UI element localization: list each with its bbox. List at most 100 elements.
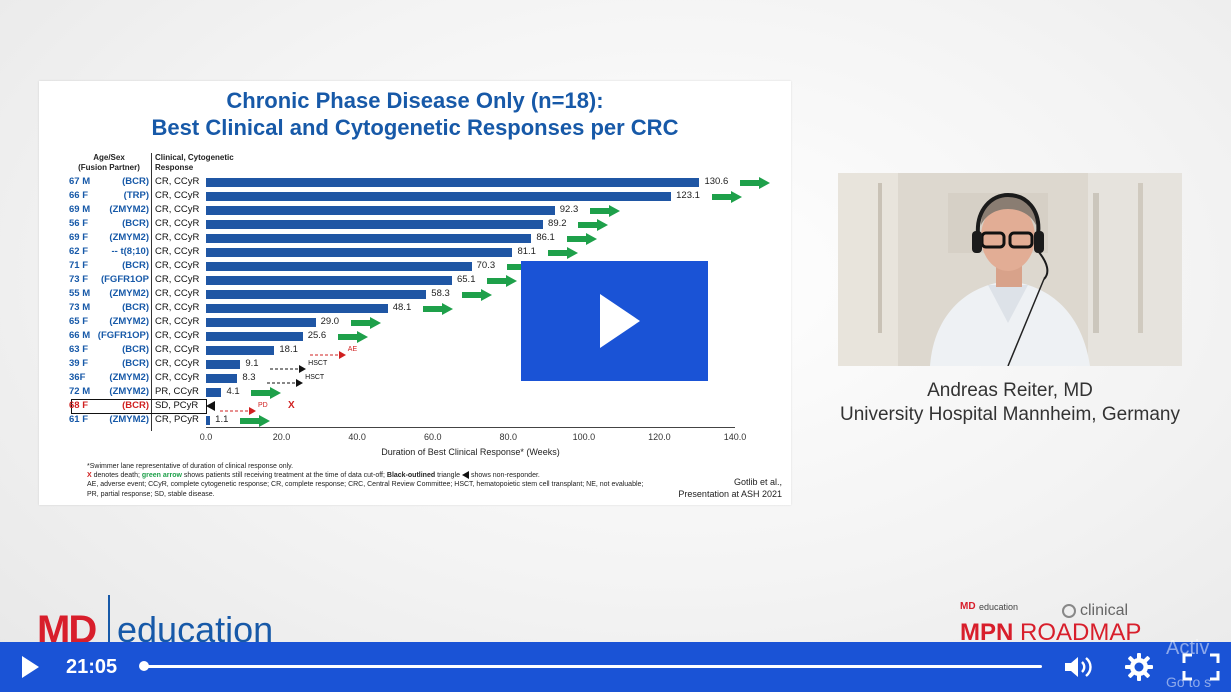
ongoing-treatment-arrow-icon [251,386,282,399]
duration-bar [206,360,241,369]
duration-bar [206,248,513,257]
duration-value: 89.2 [548,218,567,229]
patient-label: 72 M (ZMYM2) [69,385,151,399]
patient-age-sex: 73 M [69,302,91,313]
progress-bar[interactable] [142,665,1042,668]
logo-divider [108,595,110,647]
discontinuation-arrow-icon [220,402,256,415]
patient-label: 62 F -- t(8;10) [69,245,151,259]
duration-value: 123.1 [676,190,700,201]
patient-fusion-partner: (FGFR1OP [100,274,149,285]
duration-value: 1.1 [215,414,229,425]
response-label: CR, CCyR [155,288,200,299]
col2-header: Clinical, Cytogenetic Response [155,153,255,173]
duration-value: 70.3 [476,260,496,271]
duration-bar [206,234,532,243]
x-tick-label: 100.0 [572,432,596,442]
response-label: CR, CCyR [155,260,200,271]
col2-header-line1: Clinical, Cytogenetic [155,153,234,162]
volume-button[interactable] [1063,654,1097,680]
patient-age-sex: 65 F [69,316,89,327]
response-label: CR, CCyR [155,190,200,201]
response-label: CR, CCyR [155,232,200,243]
duration-value: 92.3 [559,204,579,215]
patient-label: 65 F (ZMYM2) [69,315,151,329]
duration-value: 65.1 [456,274,476,285]
duration-value: 81.1 [517,246,536,257]
patient-label: 73 F (FGFR1OP [69,273,151,287]
footnote-3: AE, adverse event; CCyR, complete cytoge… [87,481,644,489]
patient-fusion-partner: (ZMYM2) [109,232,149,243]
mpn-text: MPN [960,619,1014,646]
x-axis-label: Duration of Best Clinical Response* (Wee… [381,447,560,457]
speaker-caption: Andreas Reiter, MD University Hospital M… [820,379,1200,427]
x-tick-label: 80.0 [499,432,518,442]
patient-age-sex: 73 F [69,274,89,285]
discontinuation-reason: PD [258,402,268,409]
play-icon [600,294,640,348]
patient-label: 61 F (ZMYM2) [69,413,151,427]
response-label: CR, CCyR [155,358,200,369]
fullscreen-button[interactable] [1182,653,1220,681]
progress-scrubber[interactable] [138,661,149,671]
mpn-md-text: MD [960,601,976,612]
md-education-logo: MD education [37,595,297,651]
duration-value: 48.1 [392,302,412,313]
patient-age-sex: 61 F [69,414,89,425]
x-tick-label: 20.0 [272,432,291,442]
patient-fusion-partner: (BCR) [122,302,149,313]
patient-label: 73 M (BCR) [69,301,151,315]
duration-bar [206,416,211,425]
patient-fusion-partner: (ZMYM2) [109,316,149,327]
patient-fusion-partner: (BCR) [122,260,149,271]
footnote-2-green: green arrow [141,472,182,480]
response-label: CR, CCyR [155,204,200,215]
response-label: CR, PCyR [155,414,199,425]
slide-title-line1: Chronic Phase Disease Only (n=18): [226,88,604,113]
patient-fusion-partner: (BCR) [122,344,149,355]
response-label: CR, CCyR [155,330,200,341]
big-play-button[interactable] [521,261,708,381]
mpn-roadmap-logo: MD education clinical MPN ROADMAP 2021 [960,601,1200,671]
response-label: CR, CCyR [155,302,200,313]
speaker-video [838,173,1182,366]
duration-value: 130.6 [704,176,729,187]
ongoing-treatment-arrow-icon [350,316,381,329]
patient-label: 55 M (ZMYM2) [69,287,151,301]
duration-bar [206,262,472,271]
patient-fusion-partner: (FGFR1OP) [97,330,149,341]
patient-age-sex: 62 F [69,246,89,257]
duration-bar [206,346,275,355]
x-tick-label: 60.0 [423,432,442,442]
patient-fusion-partner: (BCR) [122,400,149,411]
mpn-education-text: education [979,602,1019,612]
ongoing-treatment-arrow-icon [712,190,743,203]
patient-fusion-partner: (ZMYM2) [109,204,149,215]
patient-age-sex: 71 F [69,260,89,271]
patient-label: 66 M (FGFR1OP) [69,329,151,343]
patient-fusion-partner: (ZMYM2) [109,372,149,383]
col1-header-line1: Age/Sex [93,153,125,162]
patient-fusion-partner: (ZMYM2) [109,414,149,425]
citation-line1: Gotlib et al., [733,477,782,487]
patient-age-sex: 56 F [69,218,89,229]
patient-age-sex: 66 F [69,190,89,201]
footnote-2-bold: Black-outlined [386,472,436,480]
response-label: CR, CCyR [155,218,200,229]
fullscreen-icon [1182,653,1220,681]
speaker-image [838,173,1182,366]
settings-button[interactable] [1124,652,1154,682]
response-label: CR, CCyR [155,246,200,257]
duration-value: 86.1 [536,232,555,243]
clinical-text: clinical [1080,602,1129,619]
ongoing-treatment-arrow-icon [578,218,609,231]
response-label: PR, CCyR [155,386,199,397]
duration-value: 58.3 [431,288,450,299]
patient-label: 36F (ZMYM2) [69,371,151,385]
patient-age-sex: 69 F [69,232,89,243]
slide-title-line2: Best Clinical and Cytogenetic Responses … [151,115,679,140]
patient-label: 66 F (TRP) [69,189,151,203]
duration-bar [206,304,388,313]
play-pause-button[interactable] [22,656,39,678]
roadmap-text: ROADMAP [1020,619,1142,646]
